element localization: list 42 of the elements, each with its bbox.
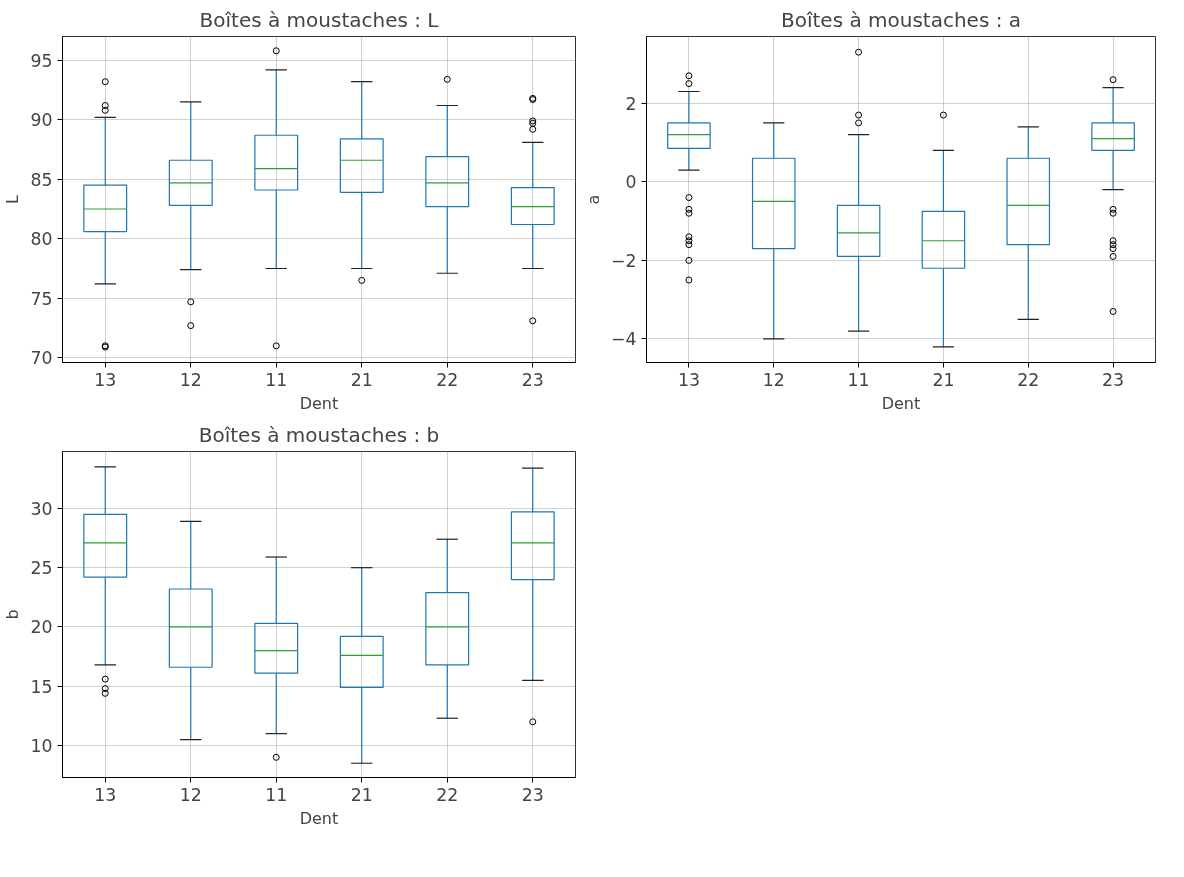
chart-title: Boîtes à moustaches : b [198,422,440,447]
y-tick-label: 90 [30,110,53,131]
x-axis-title: Dent [881,393,921,413]
x-tick-label: 21 [932,369,955,390]
chart-title: Boîtes à moustaches : a [780,7,1022,32]
x-tick-label: 12 [179,369,202,390]
y-tick-label: 30 [30,498,53,519]
x-tick-label: 22 [436,369,459,390]
y-axis-title: a [583,194,603,205]
y-tick-label: 2 [625,93,637,114]
y-tick-label: 80 [30,229,53,250]
y-tick-label: 20 [30,617,53,638]
y-axis-title: L [3,194,23,204]
y-tick-label: 0 [625,172,637,193]
y-tick-label: 85 [30,169,53,190]
x-tick-label: 12 [179,784,202,805]
x-axis-title: Dent [299,808,339,828]
x-tick-label: 13 [677,369,700,390]
chart-title: Boîtes à moustaches : L [199,7,440,32]
y-tick-label: 70 [30,348,53,369]
x-tick-label: 22 [1017,369,1040,390]
x-tick-label: 11 [265,784,288,805]
y-tick-label: 75 [30,288,53,309]
x-tick-label: 21 [350,784,373,805]
x-tick-label: 23 [521,784,544,805]
x-tick-label: 23 [521,369,544,390]
y-tick-label: −4 [610,329,637,350]
y-axis-title: b [3,609,23,620]
x-tick-label: 23 [1102,369,1125,390]
y-tick-label: 10 [30,735,53,756]
x-tick-label: 22 [436,784,459,805]
y-tick-label: 25 [30,558,53,579]
y-tick-label: 15 [30,676,53,697]
x-tick-label: 11 [847,369,870,390]
x-tick-label: 12 [762,369,785,390]
x-tick-label: 21 [350,369,373,390]
y-tick-label: −2 [610,250,637,271]
x-tick-label: 13 [94,369,117,390]
x-tick-label: 13 [94,784,117,805]
x-axis-title: Dent [299,393,339,413]
y-tick-label: 95 [30,50,53,71]
x-tick-label: 11 [265,369,288,390]
